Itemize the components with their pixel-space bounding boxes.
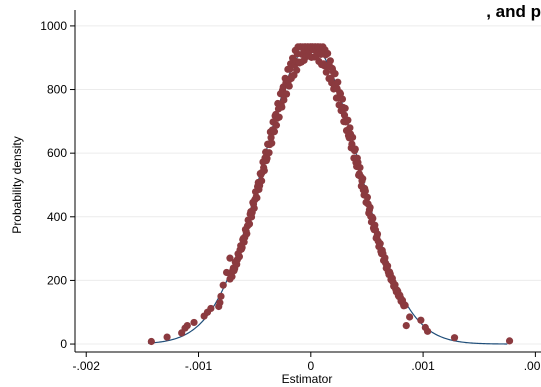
data-point [216,299,224,307]
data-point [293,66,301,74]
data-point [263,154,271,162]
data-point [322,68,330,76]
y-tick-label: 400 [47,210,67,224]
data-point [268,139,276,147]
data-point [235,253,243,261]
data-point [384,262,392,270]
data-point [351,145,359,153]
data-point [272,121,281,129]
x-tick-label: .002 [524,359,541,373]
data-point [228,272,236,281]
y-tick-label: 0 [60,337,67,351]
data-point [341,104,349,112]
data-point [278,103,286,111]
chart-title: , and p [486,2,541,21]
data-point [286,65,294,73]
y-tick-label: 800 [47,83,67,97]
data-point [163,333,171,341]
data-point [265,149,273,157]
data-point [238,244,246,252]
data-point [338,95,347,103]
data-point [331,70,339,78]
data-point [219,281,227,289]
data-point [324,49,332,58]
data-point [285,82,293,90]
data-point [423,327,432,335]
data-point [270,128,279,136]
data-point [183,321,191,330]
data-point [402,321,410,330]
data-point [147,337,155,346]
y-tick-label: 600 [47,146,67,160]
x-axis: -.002 -.001 0 .001 .002 [73,351,541,373]
data-point [326,57,334,65]
data-point [207,304,215,313]
scatter-points [147,43,514,346]
y-tick-label: 200 [47,273,67,287]
data-point [334,78,342,86]
data-point [258,177,266,185]
data-point [373,230,382,238]
data-point [366,203,374,211]
data-point [217,292,225,300]
x-tick-label: .001 [411,359,435,373]
data-point [346,124,354,132]
data-point [243,230,251,238]
grid-lines [75,25,541,345]
normal-curve-line [147,44,508,345]
data-point [226,254,234,262]
y-tick-label: 1000 [40,19,67,33]
data-point [340,111,349,119]
data-point [348,133,357,141]
data-point [361,187,369,195]
data-point [260,166,268,175]
data-point [417,316,425,324]
data-point [359,175,367,183]
x-tick-label: -.001 [185,359,213,373]
x-axis-title: Estimator [282,372,333,386]
x-tick-label: 0 [307,359,314,373]
normal-curve-layer [147,44,508,345]
data-point [275,113,283,121]
data-point [245,220,254,228]
x-tick-label: -.002 [73,359,101,373]
data-point [267,134,275,142]
data-point [401,301,409,309]
data-point [190,318,198,327]
data-point [344,116,352,124]
data-point [363,193,372,201]
data-point [406,313,414,321]
y-axis-title: Probability density [10,136,24,233]
data-point [505,337,514,345]
data-point [376,240,384,248]
data-point [450,334,459,342]
data-point [282,90,291,98]
y-axis: 0 200 400 600 800 1000 [40,10,76,352]
data-point [250,204,258,212]
data-point [253,194,261,202]
data-point [369,214,377,223]
data-point [356,163,364,172]
